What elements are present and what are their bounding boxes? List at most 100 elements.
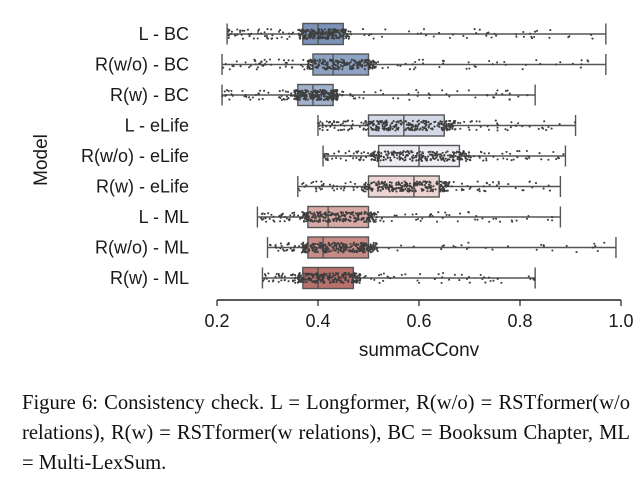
strip-point [496, 89, 499, 92]
strip-point [308, 272, 311, 275]
strip-point [491, 63, 494, 66]
strip-point [277, 249, 280, 252]
strip-point [486, 125, 489, 128]
category-label: R(w) - BC [110, 85, 189, 105]
strip-point [385, 187, 388, 190]
strip-point [506, 158, 509, 161]
strip-point [327, 31, 330, 34]
strip-point [289, 214, 292, 217]
strip-point [508, 92, 511, 95]
strip-point [315, 190, 318, 193]
strip-point [283, 275, 286, 278]
strip-point [428, 123, 431, 126]
strip-point [416, 279, 419, 282]
strip-point [522, 35, 525, 38]
strip-point [291, 274, 294, 277]
strip-point [452, 155, 455, 158]
strip-point [366, 128, 370, 131]
strip-point [310, 61, 313, 64]
strip-point [265, 60, 268, 63]
strip-point [241, 37, 244, 40]
strip-point [426, 190, 429, 193]
strip-point [281, 272, 284, 275]
strip-point [263, 273, 267, 276]
strip-point [313, 219, 316, 222]
strip-point [267, 280, 271, 283]
strip-point [407, 123, 410, 126]
strip-point [337, 150, 340, 153]
strip-point [445, 124, 448, 128]
strip-point [375, 129, 378, 132]
strip-point [419, 183, 422, 186]
strip-point [239, 65, 242, 68]
strip-point [384, 28, 387, 31]
strip-point [465, 153, 468, 156]
strip-point [420, 159, 423, 162]
strip-point [307, 212, 310, 215]
strip-point [468, 128, 471, 131]
strip-point [331, 30, 334, 33]
strip-point [263, 35, 267, 38]
strip-point [393, 125, 396, 129]
strip-point [408, 68, 411, 71]
strip-point [468, 67, 471, 70]
strip-point [452, 153, 455, 156]
strip-point [284, 90, 287, 93]
strip-point [347, 62, 350, 65]
strip-point [375, 153, 378, 156]
strip-point [369, 243, 372, 246]
strip-point [527, 214, 530, 218]
strip-point [244, 61, 247, 64]
strip-point [347, 30, 350, 33]
strip-point [326, 34, 329, 37]
strip-point [398, 152, 401, 155]
strip-point [268, 217, 271, 220]
strip-point [408, 182, 412, 185]
strip-point [373, 181, 376, 184]
strip-point [315, 272, 318, 275]
strip-point [367, 217, 370, 220]
strip-point [352, 186, 355, 189]
strip-point [335, 218, 338, 221]
strip-point [259, 62, 262, 65]
strip-point [369, 220, 372, 223]
strip-point [517, 122, 520, 125]
strip-point [349, 93, 352, 96]
strip-point [306, 214, 309, 217]
strip-point [411, 63, 414, 66]
strip-point [254, 63, 257, 66]
strip-point [442, 244, 446, 247]
strip-point [257, 29, 260, 32]
strip-point [400, 152, 403, 155]
strip-point [422, 28, 426, 31]
strip-point [437, 273, 440, 276]
strip-point [333, 152, 336, 155]
strip-point [395, 214, 398, 217]
strip-point [501, 152, 504, 155]
strip-point [291, 94, 294, 97]
strip-point [467, 155, 470, 158]
strip-point [321, 275, 324, 278]
strip-point [416, 125, 419, 128]
strip-point [389, 277, 392, 280]
strip-point [336, 212, 339, 215]
strip-point [300, 216, 303, 220]
strip-point [414, 127, 417, 130]
strip-point [288, 35, 291, 38]
strip-point [228, 68, 231, 71]
strip-point [372, 243, 375, 246]
strip-point [399, 64, 402, 67]
strip-point [316, 211, 319, 214]
strip-point [415, 180, 419, 183]
strip-point [488, 59, 491, 63]
strip-point [305, 184, 308, 187]
strip-point [382, 159, 385, 162]
strip-point [411, 213, 414, 216]
strip-point [332, 62, 335, 65]
strip-point [316, 95, 319, 98]
strip-point [497, 182, 500, 185]
strip-point [415, 128, 418, 131]
strip-point [254, 93, 257, 97]
strip-point [324, 98, 327, 101]
strip-point [302, 276, 305, 279]
